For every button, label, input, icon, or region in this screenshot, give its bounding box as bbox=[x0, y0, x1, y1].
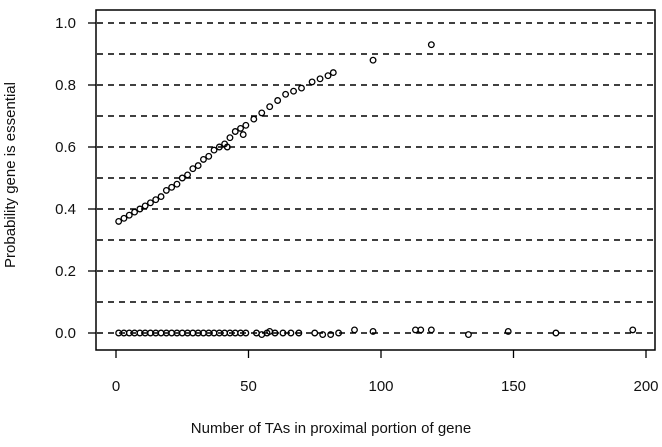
data-point bbox=[629, 326, 637, 334]
data-point bbox=[279, 329, 287, 337]
x-tick-label: 150 bbox=[501, 378, 526, 395]
y-tick-label: 1.0 bbox=[55, 15, 76, 32]
data-point bbox=[226, 134, 234, 142]
data-point bbox=[189, 165, 197, 173]
data-point bbox=[316, 75, 324, 83]
data-point bbox=[327, 331, 335, 338]
data-point bbox=[329, 69, 337, 77]
data-point bbox=[427, 326, 435, 334]
data-point bbox=[168, 183, 176, 191]
data-point bbox=[369, 56, 377, 64]
data-point bbox=[215, 143, 223, 151]
y-tick-label: 0.2 bbox=[55, 263, 76, 280]
data-point bbox=[152, 196, 160, 204]
y-tick-label: 0.8 bbox=[55, 77, 76, 94]
data-point bbox=[552, 329, 560, 337]
data-point bbox=[287, 329, 295, 337]
y-tick-label: 0.6 bbox=[55, 139, 76, 156]
data-point bbox=[184, 171, 191, 179]
data-point bbox=[242, 121, 250, 129]
data-point bbox=[417, 326, 425, 334]
data-point bbox=[141, 202, 149, 210]
data-point bbox=[231, 128, 239, 135]
plot-frame bbox=[95, 9, 656, 351]
data-point bbox=[237, 124, 244, 132]
data-point bbox=[319, 331, 327, 338]
x-tick-label: 100 bbox=[368, 378, 393, 395]
data-point bbox=[282, 90, 290, 98]
data-point bbox=[266, 103, 274, 111]
data-point bbox=[335, 329, 343, 337]
data-point bbox=[178, 174, 186, 182]
data-point bbox=[295, 329, 303, 337]
data-point bbox=[258, 109, 266, 117]
data-point bbox=[223, 143, 231, 151]
y-axis-label: Probability gene is essential bbox=[2, 82, 19, 268]
x-tick-label: 0 bbox=[112, 378, 120, 395]
data-point bbox=[146, 199, 154, 207]
data-point bbox=[194, 162, 202, 170]
data-point bbox=[274, 97, 282, 104]
data-point bbox=[239, 131, 247, 139]
data-point bbox=[199, 155, 207, 163]
data-point bbox=[369, 328, 377, 335]
data-point bbox=[250, 115, 258, 123]
data-point bbox=[324, 72, 332, 80]
data-point bbox=[271, 329, 279, 337]
data-point bbox=[210, 146, 218, 154]
data-point bbox=[115, 217, 123, 225]
data-point bbox=[298, 84, 305, 92]
data-point bbox=[173, 180, 181, 188]
data-point bbox=[157, 193, 165, 201]
x-tick-label: 50 bbox=[240, 378, 257, 395]
data-point bbox=[205, 152, 213, 160]
data-point bbox=[427, 41, 435, 49]
data-point bbox=[131, 208, 138, 216]
x-tick-label: 200 bbox=[633, 378, 658, 395]
y-tick-label: 0.0 bbox=[55, 325, 76, 342]
data-point bbox=[504, 328, 512, 335]
data-point bbox=[311, 329, 319, 337]
data-point bbox=[290, 87, 297, 95]
x-axis-label: Number of TAs in proximal portion of gen… bbox=[190, 420, 472, 437]
data-point bbox=[351, 326, 358, 334]
data-point bbox=[465, 331, 472, 338]
y-tick-label: 0.4 bbox=[55, 201, 76, 218]
data-point bbox=[120, 214, 128, 222]
data-point bbox=[242, 329, 250, 337]
data-point bbox=[125, 211, 133, 219]
data-point bbox=[162, 186, 170, 194]
data-point bbox=[136, 205, 144, 213]
data-point bbox=[308, 78, 316, 86]
